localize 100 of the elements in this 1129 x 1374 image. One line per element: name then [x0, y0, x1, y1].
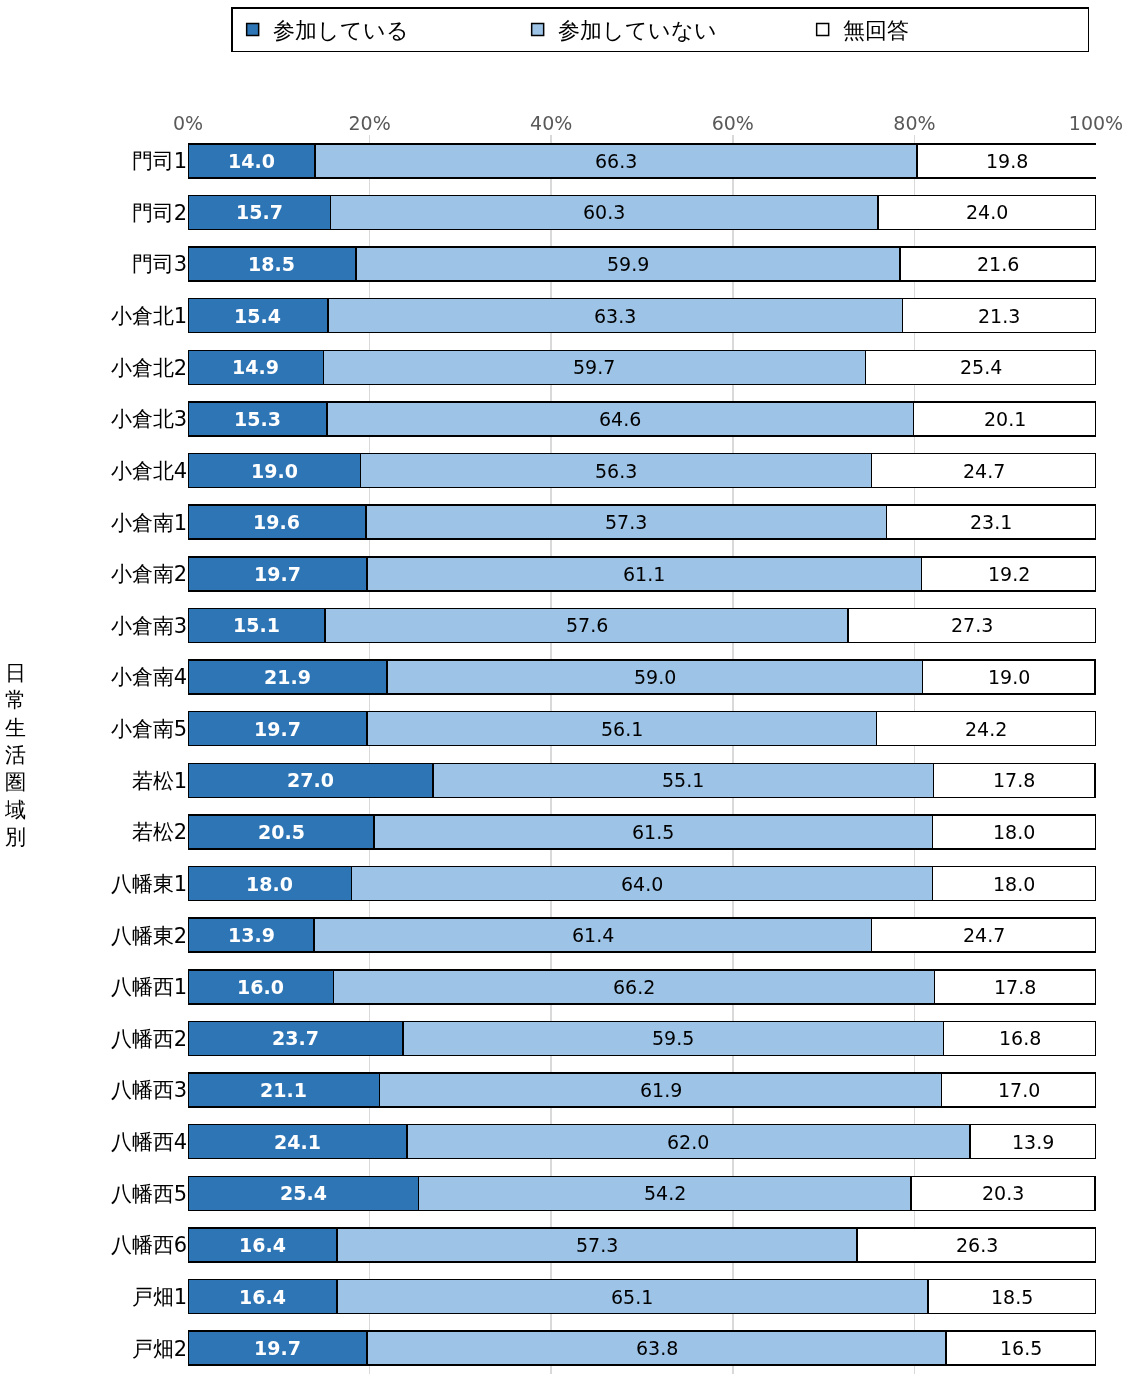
x-tick-label: 80%	[893, 112, 936, 135]
y-tick-label: 小倉北4	[110, 458, 187, 483]
data-label: 15.1	[233, 614, 280, 636]
data-label: 64.6	[599, 408, 642, 430]
data-label: 17.8	[993, 769, 1036, 791]
data-label: 16.0	[237, 976, 284, 998]
y-tick-label: 小倉南3	[110, 613, 187, 638]
data-label: 24.7	[963, 924, 1006, 946]
x-tick-label: 0%	[172, 112, 204, 135]
y-tick-label: 戸畑2	[131, 1336, 187, 1361]
data-label: 66.2	[613, 976, 656, 998]
data-label: 54.2	[644, 1182, 687, 1204]
data-label: 17.8	[994, 976, 1037, 998]
data-label: 19.7	[254, 563, 301, 585]
y-tick-label: 小倉北1	[110, 304, 187, 329]
y-tick-label: 若松2	[131, 820, 187, 845]
y-tick-label: 小倉南4	[110, 665, 187, 690]
data-label: 61.9	[640, 1079, 683, 1101]
legend-label: 無回答	[842, 18, 909, 44]
data-label: 19.0	[251, 460, 298, 482]
data-label: 17.0	[998, 1079, 1041, 1101]
data-label: 14.9	[232, 356, 279, 378]
data-label: 16.8	[999, 1027, 1042, 1049]
data-label: 13.9	[228, 924, 275, 946]
y-tick-label: 小倉南1	[110, 510, 187, 535]
data-label: 19.7	[254, 718, 301, 740]
data-label: 61.4	[572, 924, 615, 946]
data-label: 59.0	[634, 666, 677, 688]
data-label: 19.8	[986, 150, 1029, 172]
data-label: 16.5	[1000, 1337, 1043, 1359]
data-label: 18.0	[993, 821, 1036, 843]
y-tick-label: 八幡東2	[110, 923, 187, 948]
data-label: 60.3	[583, 201, 626, 223]
data-label: 20.1	[984, 408, 1027, 430]
data-label: 25.4	[960, 356, 1003, 378]
data-label: 26.3	[956, 1234, 999, 1256]
data-label: 24.2	[965, 718, 1008, 740]
data-label: 19.2	[988, 563, 1031, 585]
data-label: 57.3	[576, 1234, 619, 1256]
x-tick-label: 60%	[711, 112, 754, 135]
y-tick-label: 小倉北2	[110, 355, 187, 380]
data-label: 18.0	[993, 873, 1036, 895]
data-label: 24.7	[963, 460, 1006, 482]
y-tick-label: 八幡西1	[110, 975, 187, 1000]
data-label: 21.9	[264, 666, 311, 688]
data-label: 61.1	[623, 563, 666, 585]
data-label: 65.1	[611, 1286, 654, 1308]
data-label: 21.6	[977, 253, 1020, 275]
data-label: 21.3	[978, 305, 1021, 327]
data-label: 24.0	[966, 201, 1009, 223]
data-label: 66.3	[595, 150, 638, 172]
data-label: 21.1	[260, 1079, 307, 1101]
data-label: 16.4	[239, 1286, 286, 1308]
data-label: 13.9	[1012, 1131, 1055, 1153]
data-label: 56.1	[601, 718, 644, 740]
data-label: 15.3	[234, 408, 281, 430]
legend-label: 参加している	[272, 18, 409, 44]
data-label: 19.6	[253, 511, 300, 533]
data-label: 18.5	[248, 253, 295, 275]
y-tick-label: 若松1	[131, 768, 187, 793]
data-label: 19.0	[988, 666, 1031, 688]
data-label: 57.6	[566, 614, 609, 636]
data-label: 63.8	[636, 1337, 679, 1359]
data-label: 24.1	[274, 1131, 321, 1153]
y-tick-label: 八幡西2	[110, 1026, 187, 1051]
data-label: 64.0	[621, 873, 664, 895]
data-label: 18.0	[246, 873, 293, 895]
data-label: 15.4	[234, 305, 281, 327]
x-tick-label: 40%	[530, 112, 573, 135]
y-tick-label: 小倉南5	[110, 717, 187, 742]
y-tick-label: 門司3	[131, 252, 187, 277]
data-label: 15.7	[236, 201, 283, 223]
data-label: 25.4	[280, 1182, 327, 1204]
data-label: 18.5	[991, 1286, 1034, 1308]
legend-label: 参加していない	[557, 18, 717, 44]
x-tick-label: 20%	[348, 112, 391, 135]
data-label: 62.0	[667, 1131, 710, 1153]
data-label: 19.7	[254, 1337, 301, 1359]
data-label: 27.3	[951, 614, 994, 636]
data-label: 57.3	[605, 511, 648, 533]
data-label: 59.7	[573, 356, 616, 378]
y-tick-label: 八幡西3	[110, 1078, 187, 1103]
data-label: 59.5	[652, 1027, 695, 1049]
y-tick-label: 八幡西4	[110, 1130, 187, 1155]
data-label: 55.1	[662, 769, 705, 791]
data-label: 56.3	[595, 460, 638, 482]
data-label: 20.5	[258, 821, 305, 843]
data-label: 23.1	[970, 511, 1013, 533]
data-label: 14.0	[228, 150, 275, 172]
y-tick-label: 門司2	[131, 200, 187, 225]
y-tick-label: 門司1	[131, 149, 187, 174]
data-label: 61.5	[632, 821, 675, 843]
data-label: 16.4	[239, 1234, 286, 1256]
data-label: 27.0	[287, 769, 334, 791]
y-tick-label: 小倉北3	[110, 407, 187, 432]
y-tick-label: 八幡西5	[110, 1181, 187, 1206]
data-label: 59.9	[607, 253, 650, 275]
y-tick-label: 戸畑1	[131, 1284, 187, 1309]
y-tick-label: 八幡西6	[110, 1233, 187, 1258]
y-axis-title: 日常生活圏域別	[4, 661, 26, 849]
